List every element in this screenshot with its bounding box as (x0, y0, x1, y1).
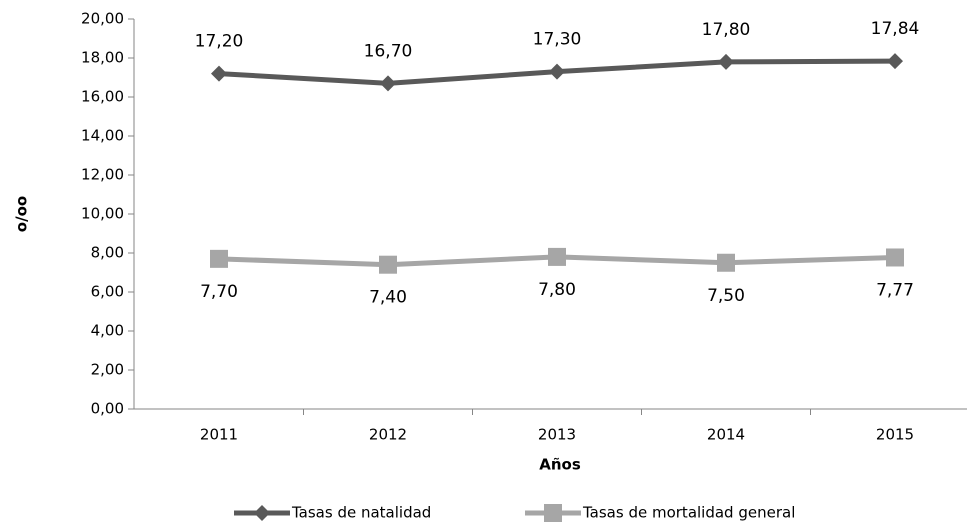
y-tick-label: 0,00 (91, 400, 124, 418)
point (211, 65, 227, 82)
point (887, 53, 903, 70)
point (210, 249, 228, 268)
data-label: 7,50 (707, 286, 745, 306)
y-tick-label: 2,00 (91, 361, 124, 379)
y-tick-label: 20,00 (81, 10, 124, 28)
data-label: 17,20 (195, 32, 244, 52)
data-label: 7,77 (876, 280, 914, 300)
data-label: 16,70 (364, 41, 413, 61)
data-label: 7,40 (369, 288, 407, 308)
data-label: 7,80 (538, 280, 576, 300)
x-tick-label: 2014 (707, 426, 745, 444)
x-axis-label: Años (539, 456, 581, 474)
data-label: 7,70 (200, 282, 238, 302)
x-tick-label: 2013 (538, 426, 576, 444)
point (549, 63, 565, 80)
data-label: 17,30 (533, 30, 582, 50)
point (548, 247, 566, 266)
y-tick-label: 6,00 (91, 283, 124, 301)
legend-marker (544, 504, 562, 522)
data-label: 17,80 (702, 20, 751, 40)
x-tick-label: 2011 (200, 426, 238, 444)
legend-label: Tasas de natalidad (291, 504, 431, 522)
y-tick-label: 12,00 (81, 166, 124, 184)
y-tick-label: 18,00 (81, 49, 124, 67)
y-tick-label: 16,00 (81, 88, 124, 106)
point (379, 255, 397, 274)
point (718, 53, 734, 70)
point (886, 248, 904, 267)
point (380, 75, 396, 92)
y-tick-label: 8,00 (91, 244, 124, 262)
y-tick-label: 14,00 (81, 127, 124, 145)
legend-label: Tasas de mortalidad general (582, 504, 795, 522)
x-tick-label: 2015 (876, 426, 914, 444)
legend-marker (254, 505, 270, 521)
x-tick-label: 2012 (369, 426, 407, 444)
y-axis-label: o/oo (13, 196, 31, 232)
point (717, 253, 735, 272)
y-tick-label: 4,00 (91, 322, 124, 340)
y-tick-label: 10,00 (81, 205, 124, 223)
data-label: 17,84 (871, 19, 920, 39)
